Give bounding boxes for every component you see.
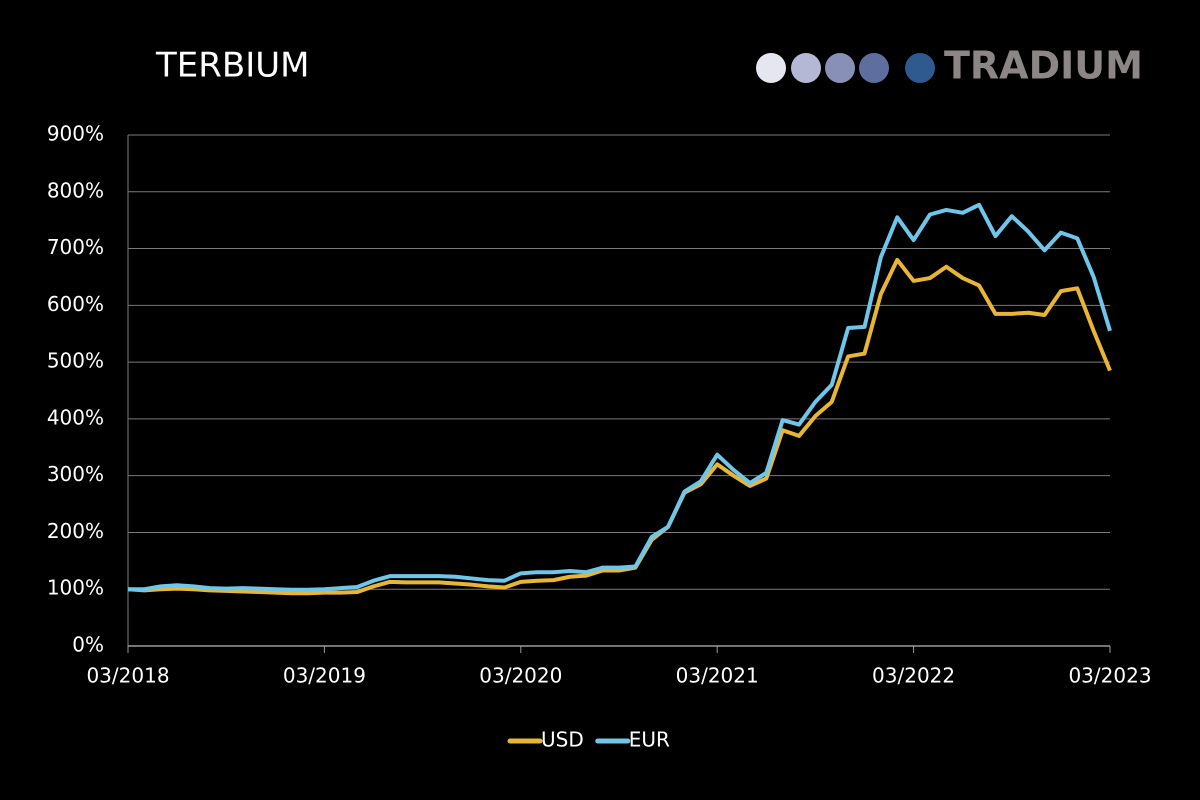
legend-label: USD <box>541 728 584 752</box>
logo-dot <box>791 53 821 83</box>
legend-label: EUR <box>629 728 670 752</box>
y-tick-label: 600% <box>47 292 104 316</box>
y-tick-label: 800% <box>47 178 104 202</box>
y-tick-label: 200% <box>47 519 104 543</box>
logo-dot <box>859 53 889 83</box>
y-tick-label: 500% <box>47 349 104 373</box>
line <box>127 257 1112 596</box>
y-tick-label: 900% <box>47 122 104 146</box>
brand: TRADIUM <box>944 44 1143 88</box>
y-tick-label: 100% <box>47 576 104 600</box>
y-tick-label: 700% <box>47 235 104 259</box>
x-tick-label: 03/2022 <box>872 664 955 688</box>
x-tick-label: 03/2018 <box>86 664 169 688</box>
logo-dot <box>905 53 935 83</box>
x-tick-label: 03/2020 <box>479 664 562 688</box>
chart-title: TERBIUM <box>155 46 309 86</box>
logo-dot <box>756 53 786 83</box>
x-tick-label: 03/2019 <box>283 664 366 688</box>
y-tick-label: 0% <box>72 633 104 657</box>
y-tick-label: 400% <box>47 405 104 429</box>
logo: TRADIUM <box>756 44 1143 88</box>
x-tick-label: 03/2023 <box>1068 664 1151 688</box>
line <box>128 202 1112 592</box>
logo-dot <box>825 53 855 83</box>
x-tick-label: 03/2021 <box>676 664 759 688</box>
y-tick-label: 300% <box>47 462 104 486</box>
